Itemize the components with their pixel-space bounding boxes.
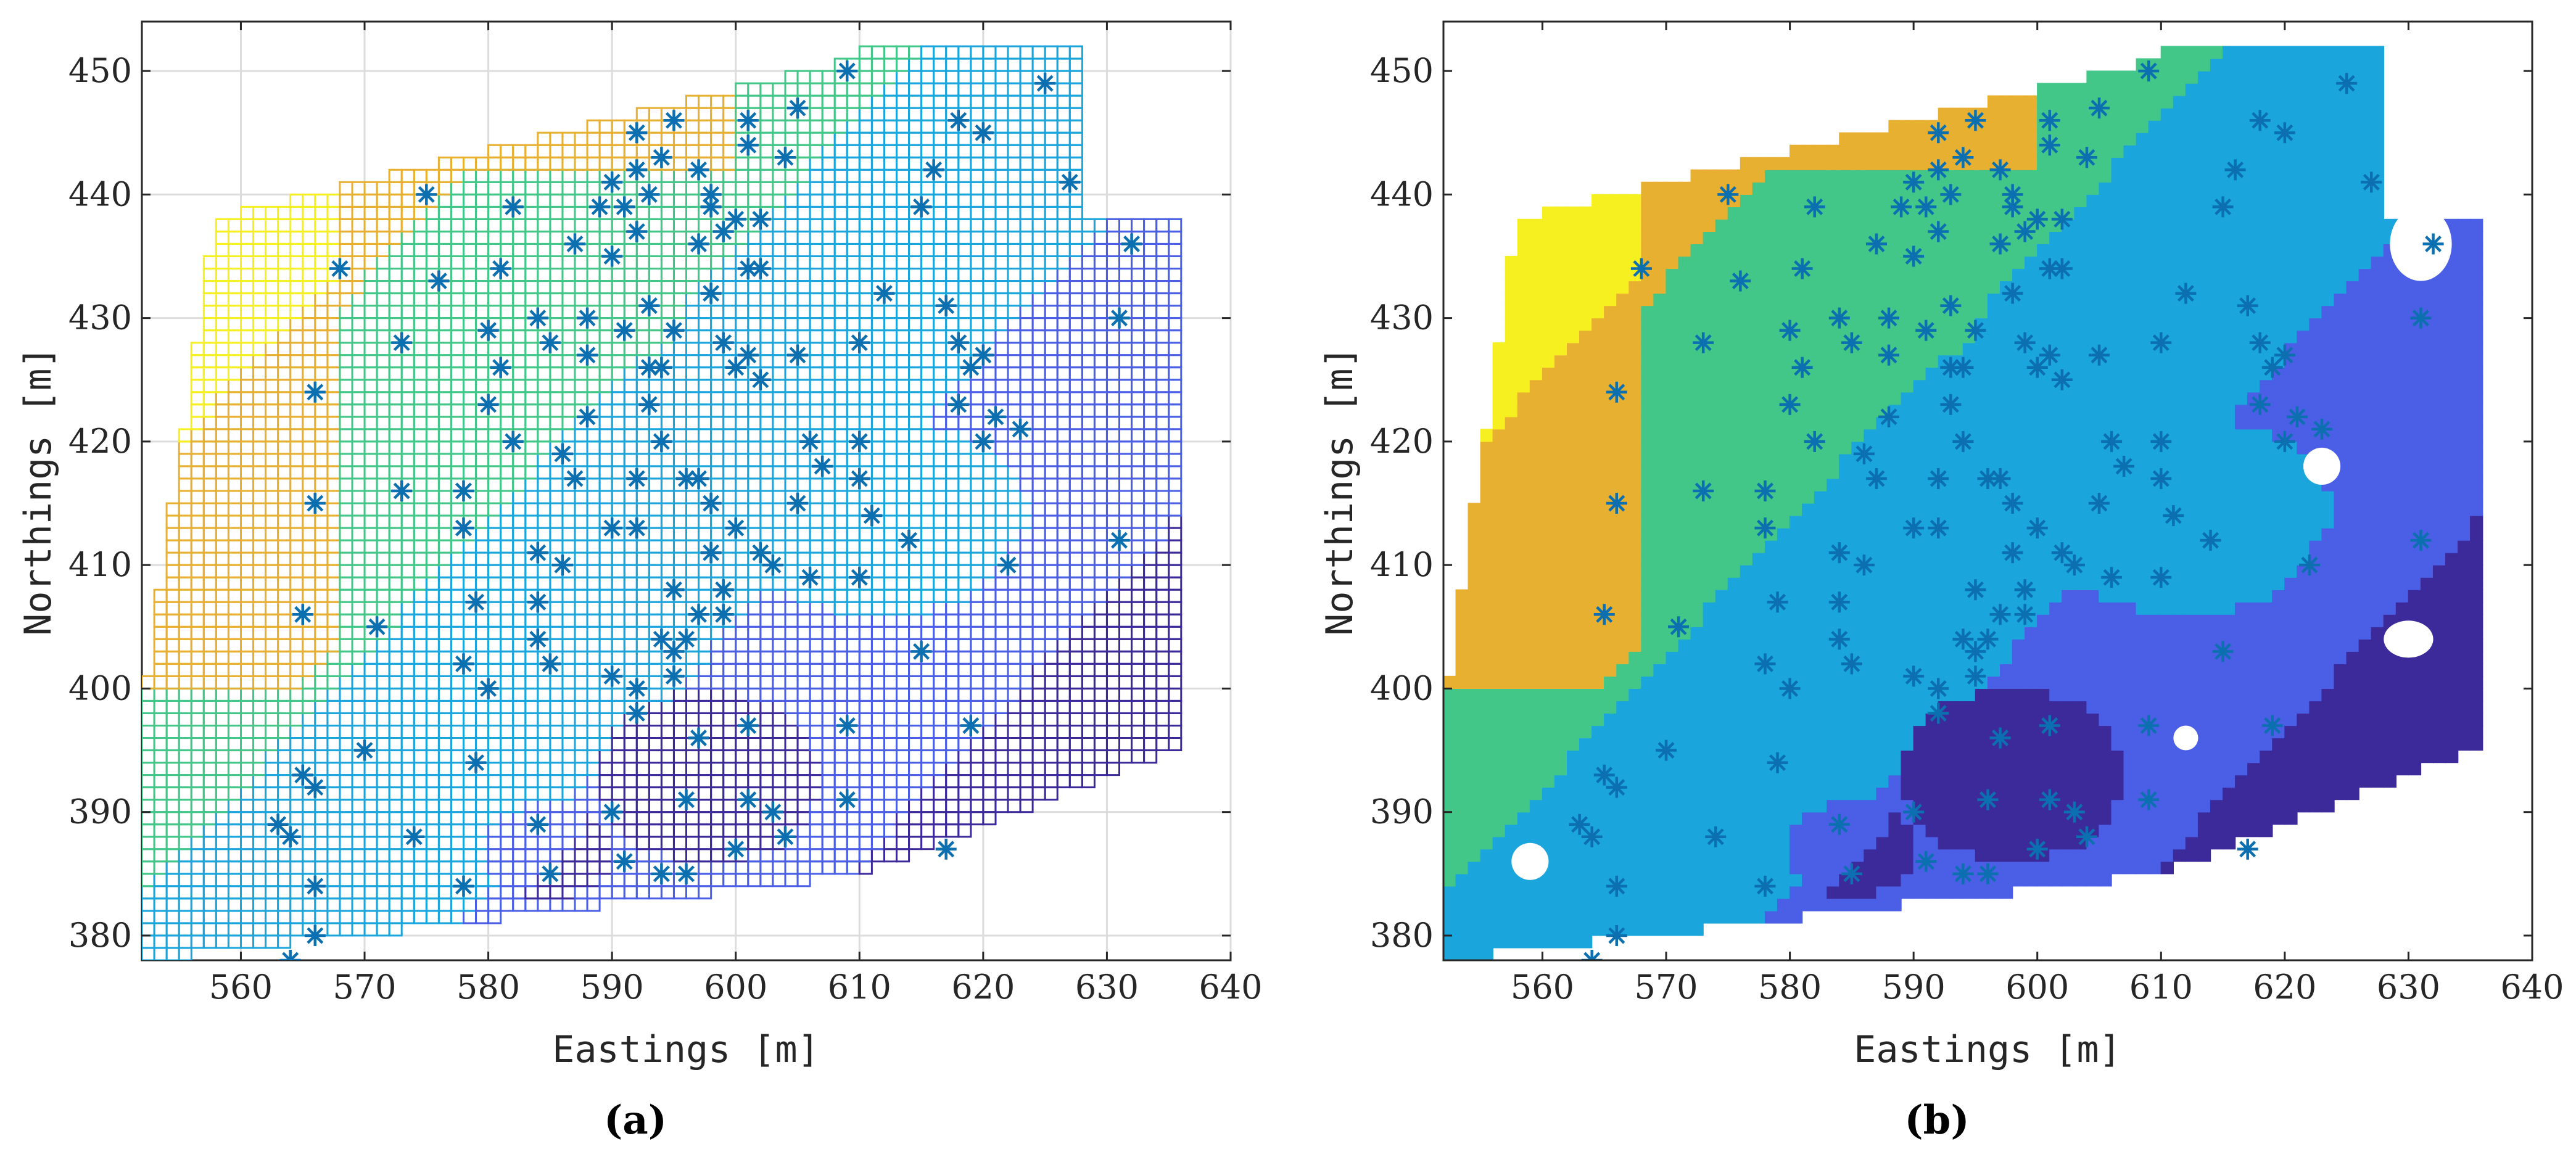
panel-a-mesh-plot: 560 570 580 590 600 610 620 630 6403803904004104… [17,20,1263,1143]
mesh-cell [1068,45,1083,60]
